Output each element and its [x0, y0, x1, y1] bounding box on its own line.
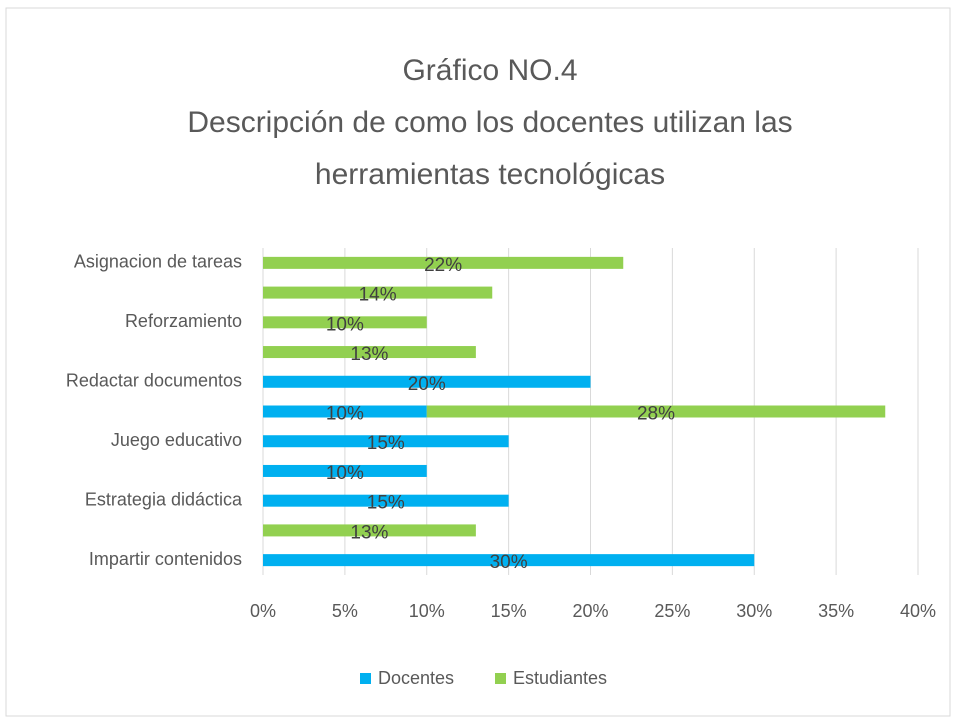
y-tick-label: Juego educativo	[111, 430, 242, 450]
data-label: 15%	[367, 493, 405, 514]
data-label: 10%	[326, 463, 364, 484]
x-tick-label: 30%	[736, 601, 772, 621]
bar	[263, 464, 427, 477]
x-tick-label: 10%	[409, 601, 445, 621]
data-label: 22%	[424, 255, 462, 276]
bar	[263, 405, 427, 418]
data-label: 28%	[637, 404, 675, 425]
chart-title: Gráfico NO.4	[402, 54, 577, 87]
bar	[263, 494, 509, 507]
bar	[263, 346, 476, 359]
data-label: 10%	[326, 404, 364, 425]
x-tick-label: 40%	[900, 601, 936, 621]
data-label: 13%	[350, 522, 388, 543]
bar	[263, 375, 591, 388]
x-tick-label: 35%	[818, 601, 854, 621]
bar	[426, 405, 886, 418]
chart-border	[5, 7, 951, 717]
data-label: 30%	[490, 552, 528, 573]
y-tick-label: Asignacion de tareas	[74, 252, 242, 272]
data-label: 13%	[350, 344, 388, 365]
x-tick-label: 25%	[654, 601, 690, 621]
bar	[263, 435, 509, 448]
bar	[263, 286, 493, 299]
y-tick-label: Redactar documentos	[66, 371, 242, 391]
data-label: 15%	[367, 433, 405, 454]
data-label: 20%	[408, 374, 446, 395]
legend-swatch	[495, 673, 506, 684]
legend-label: Docentes	[378, 668, 454, 688]
legend-swatch	[360, 673, 371, 684]
data-label: 10%	[326, 314, 364, 335]
x-tick-label: 15%	[491, 601, 527, 621]
bar	[263, 554, 755, 567]
data-label: 14%	[359, 285, 397, 306]
y-tick-label: Estrategia didáctica	[85, 489, 243, 509]
x-tick-label: 5%	[332, 601, 358, 621]
chart-title: herramientas tecnológicas	[315, 158, 665, 191]
bar	[263, 256, 624, 269]
x-tick-label: 0%	[250, 601, 276, 621]
bar	[263, 524, 476, 537]
bar	[263, 316, 427, 329]
y-tick-label: Reforzamiento	[125, 311, 242, 331]
x-tick-label: 20%	[572, 601, 608, 621]
legend-label: Estudiantes	[513, 668, 607, 688]
chart-title: Descripción de como los docentes utiliza…	[187, 106, 792, 139]
y-tick-label: Impartir contenidos	[89, 549, 242, 569]
